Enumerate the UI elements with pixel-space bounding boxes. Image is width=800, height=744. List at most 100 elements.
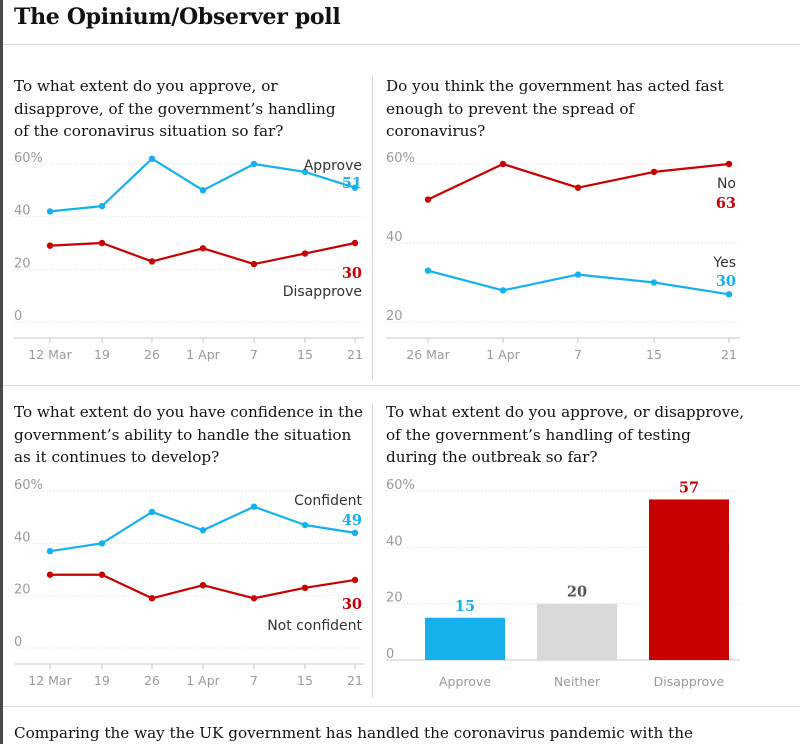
bar-y-tick-label: 40 <box>386 534 403 549</box>
data-point <box>725 160 733 168</box>
bar-value-label: 20 <box>567 584 587 601</box>
page-title: The Opinium/Observer poll <box>14 4 341 30</box>
data-point <box>46 547 54 555</box>
data-point <box>46 242 54 249</box>
x-tick-label: 26 <box>144 673 160 688</box>
series-name-label: No <box>717 176 736 192</box>
bar-category-label: Approve <box>439 674 491 689</box>
x-tick-label: 15 <box>297 673 313 688</box>
x-tick-label: 1 Apr <box>186 347 220 362</box>
x-tick-label: 1 Apr <box>186 673 220 688</box>
data-point <box>46 571 54 578</box>
data-point <box>650 279 658 286</box>
x-tick-label: 19 <box>94 673 110 688</box>
data-point <box>351 184 359 191</box>
data-point <box>250 160 258 168</box>
data-point <box>46 208 54 215</box>
data-point <box>351 529 359 537</box>
data-point <box>148 508 156 516</box>
chart1-question: To what extent do you approve, or disapp… <box>14 77 336 140</box>
data-point <box>499 287 507 294</box>
data-point <box>351 576 359 584</box>
left-border <box>0 0 3 744</box>
x-tick-label: 21 <box>347 673 363 688</box>
series-name-label: Not confident <box>267 618 362 634</box>
data-point <box>301 584 309 592</box>
data-point <box>424 196 432 203</box>
bar-value-label: 15 <box>455 598 475 615</box>
y-tick-label: 0 <box>14 635 22 650</box>
data-point <box>574 271 582 278</box>
title-divider <box>3 44 800 45</box>
data-point <box>148 595 156 602</box>
series-name-label: Disapprove <box>283 284 362 300</box>
column-divider-top <box>372 75 373 380</box>
data-point <box>199 245 207 252</box>
data-point <box>250 503 258 510</box>
y-tick-label: 20 <box>14 256 31 271</box>
bar-category-label: Neither <box>554 674 601 689</box>
series-end-value: 30 <box>342 265 362 282</box>
y-tick-label: 60% <box>386 151 415 166</box>
data-point <box>301 168 309 176</box>
data-point <box>148 155 156 162</box>
series-name-label: Confident <box>294 493 362 509</box>
y-tick-label: 60% <box>14 151 43 166</box>
chart3-question: To what extent do you have confidence in… <box>14 403 364 466</box>
bar-y-tick-label: 60% <box>386 478 415 493</box>
x-tick-label: 7 <box>250 673 258 688</box>
data-point <box>148 258 156 265</box>
data-point <box>199 582 207 589</box>
x-tick-label: 26 <box>144 347 160 362</box>
x-tick-label: 7 <box>250 347 258 362</box>
data-point <box>250 260 258 268</box>
footer-divider <box>3 706 800 707</box>
column-divider-bottom <box>372 403 373 698</box>
series-end-value: 51 <box>342 175 362 192</box>
x-tick-label: 15 <box>297 347 313 362</box>
data-point <box>301 250 309 257</box>
series-line-no <box>427 162 730 201</box>
data-point <box>574 184 582 191</box>
data-point <box>199 527 207 534</box>
x-tick-label: 19 <box>94 347 110 362</box>
data-point <box>98 540 106 547</box>
data-point <box>301 521 309 529</box>
series-end-value: 30 <box>342 596 362 613</box>
y-tick-label: 40 <box>14 204 31 219</box>
bar-disapprove <box>649 499 729 660</box>
x-tick-label: 26 Mar <box>406 347 450 362</box>
chart4-question: To what extent do you approve, or disapp… <box>386 403 745 466</box>
y-tick-label: 60% <box>14 478 43 493</box>
y-tick-label: 20 <box>386 309 403 324</box>
x-tick-label: 12 Mar <box>28 347 72 362</box>
data-point <box>499 160 507 168</box>
y-tick-label: 20 <box>14 583 31 598</box>
y-tick-label: 40 <box>386 230 403 245</box>
data-point <box>424 267 432 274</box>
bar-y-tick-label: 0 <box>386 647 394 662</box>
x-tick-label: 12 Mar <box>28 673 72 688</box>
row-divider <box>3 385 800 386</box>
y-tick-label: 40 <box>14 530 31 545</box>
x-tick-label: 1 Apr <box>486 347 520 362</box>
series-name-label: Yes <box>712 255 736 271</box>
bar-value-label: 57 <box>679 479 699 496</box>
x-tick-label: 7 <box>574 347 582 362</box>
bar-neither <box>537 603 617 660</box>
data-point <box>98 202 106 210</box>
series-end-value: 63 <box>716 195 736 212</box>
data-point <box>650 168 658 176</box>
data-point <box>351 239 359 247</box>
data-point <box>98 239 106 247</box>
x-tick-label: 21 <box>347 347 363 362</box>
data-point <box>250 595 258 602</box>
x-tick-label: 21 <box>721 347 737 362</box>
bar-approve <box>425 617 505 660</box>
chart2-question: Do you think the government has acted fa… <box>386 77 724 140</box>
data-point <box>98 571 106 578</box>
series-name-label: Approve <box>304 158 362 174</box>
series-end-value: 49 <box>342 512 362 529</box>
bar-category-label: Disapprove <box>654 674 725 689</box>
